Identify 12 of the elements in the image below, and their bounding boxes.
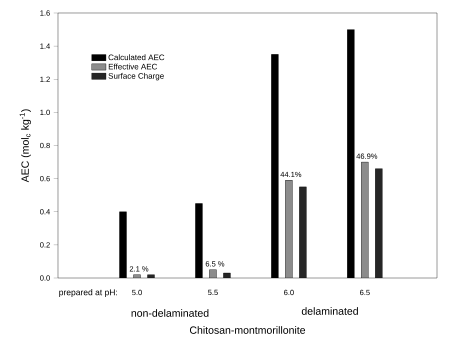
text: prepared at pH: (59, 289, 118, 297)
y-axis-title: AEC (mol$_{c}$ kg$^{-1}$) (20, 109, 31, 182)
legend-label: Calculated AEC (108, 54, 164, 60)
bar (299, 186, 307, 278)
text: delaminated (302, 307, 358, 315)
bar (361, 162, 369, 278)
legend-label: Effective AEC (108, 64, 158, 70)
legend-label: Surface Charge (108, 72, 164, 80)
text: non-delaminated (132, 309, 208, 317)
bar (285, 180, 293, 278)
x-axis-title: Chitosan-montmorillonite (190, 326, 306, 334)
bar (375, 168, 383, 278)
